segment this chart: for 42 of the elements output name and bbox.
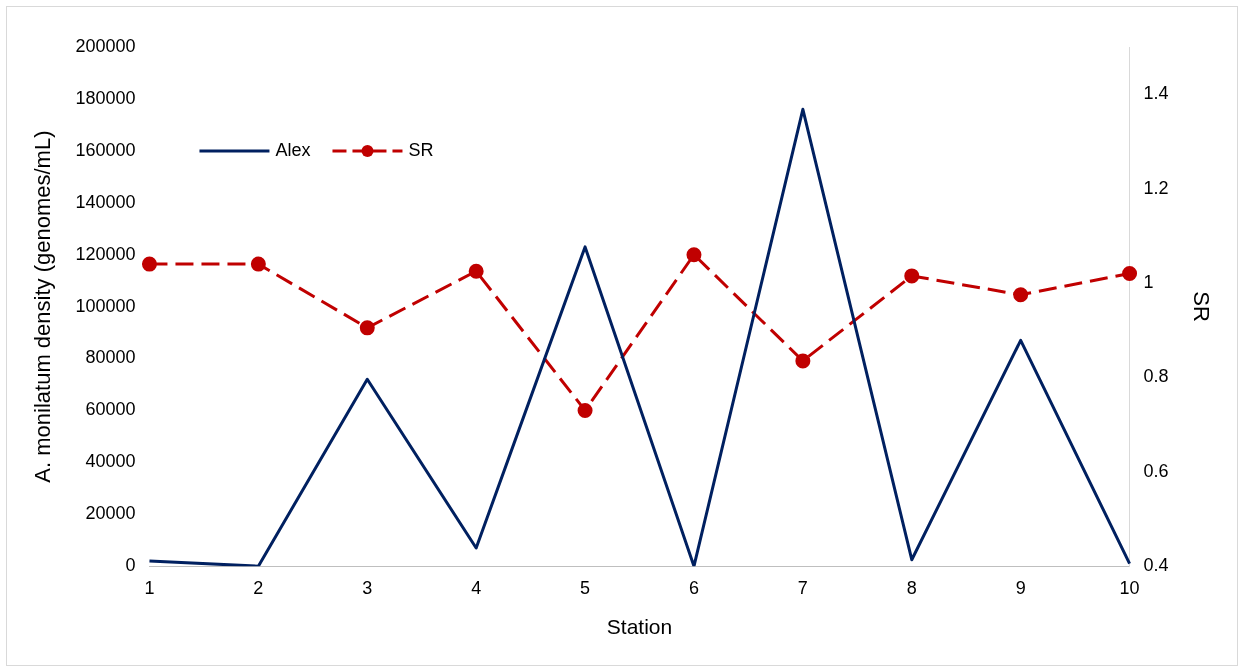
- y2-tick-label: 0.4: [1143, 555, 1169, 576]
- x-tick-label: 8: [906, 577, 917, 598]
- point: [795, 353, 811, 369]
- x-tick-label: 6: [688, 577, 699, 598]
- x-tick-label: 2: [253, 577, 264, 598]
- y-axis-title: A. monilatum density (genomes/mL): [30, 130, 56, 483]
- point: [904, 268, 920, 284]
- x-axis-title: Station: [606, 615, 673, 639]
- point: [468, 263, 484, 279]
- point: [686, 247, 702, 263]
- point: [250, 256, 266, 272]
- y-tick-label: 180000: [75, 87, 136, 108]
- point: [141, 256, 157, 272]
- x-tick-label: 3: [362, 577, 373, 598]
- y-tick-label: 40000: [85, 451, 136, 472]
- x-tick-label: 1: [144, 577, 155, 598]
- y2-tick-label: 1.2: [1143, 177, 1169, 198]
- y-tick-label: 100000: [75, 295, 136, 316]
- legend-label: Alex: [275, 139, 311, 160]
- y-tick-label: 60000: [85, 399, 136, 420]
- legend-label: SR: [408, 139, 434, 160]
- x-tick-label: 5: [580, 577, 591, 598]
- x-tick-label: 9: [1015, 577, 1026, 598]
- y-tick-label: 120000: [75, 243, 136, 264]
- point: [359, 320, 375, 336]
- point: [1013, 287, 1029, 303]
- y2-tick-label: 0.6: [1143, 460, 1169, 481]
- y-tick-label: 20000: [85, 503, 136, 524]
- point: [1122, 266, 1138, 282]
- x-tick-label: 7: [797, 577, 808, 598]
- y2-tick-label: 0.8: [1143, 366, 1169, 387]
- y2-tick-label: 1.4: [1143, 83, 1169, 104]
- x-tick-label: 4: [471, 577, 482, 598]
- y2-axis-title: SR: [1188, 291, 1214, 322]
- y-tick-label: 140000: [75, 191, 136, 212]
- y-tick-label: 80000: [85, 347, 136, 368]
- y-tick-label: 200000: [75, 35, 136, 56]
- y2-tick-label: 1: [1143, 271, 1154, 292]
- point: [577, 402, 593, 418]
- y-tick-label: 0: [125, 555, 136, 576]
- x-tick-label: 10: [1119, 577, 1140, 598]
- y-tick-label: 160000: [75, 139, 136, 160]
